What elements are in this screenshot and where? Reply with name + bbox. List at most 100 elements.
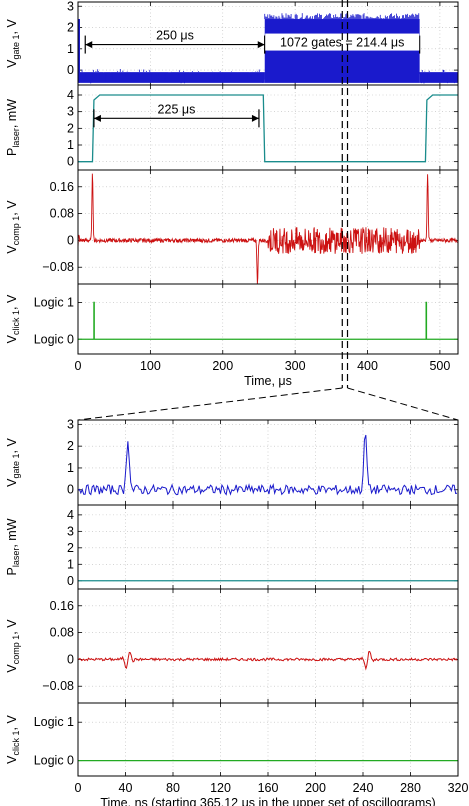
x-tick-label: 300	[285, 359, 306, 373]
panel-upper-click: Logic 0 Logic 1 Vclick 1, V	[5, 283, 459, 355]
y-axis-label: Vgate 1, V	[5, 19, 21, 68]
y-label-main: P	[5, 567, 19, 575]
y-label-unit: , mW	[5, 99, 19, 128]
y-tick-label: 2	[67, 21, 74, 35]
comp-trace	[77, 650, 458, 671]
panel-lower-gate: 0 1 2 3 Vgate 1, V	[5, 417, 459, 506]
y-tick-label: 2	[67, 541, 74, 555]
y-label-unit: , V	[5, 200, 19, 216]
y-label-main: V	[5, 245, 19, 254]
y-label-sub: gate 1	[11, 453, 21, 478]
y-label-unit: , mW	[5, 518, 19, 547]
x-axis-label: Time, ns (starting 365.12 μs in the uppe…	[100, 796, 435, 806]
panel-frame	[77, 169, 459, 285]
y-tick-label: 0.16	[50, 180, 74, 194]
x-tick-label: 280	[400, 781, 421, 795]
y-tick-label: 0	[67, 483, 74, 497]
y-axis-label: Vgate 1, V	[5, 438, 21, 487]
click-trace	[78, 301, 458, 340]
y-label-sub: comp 1	[11, 635, 21, 665]
y-axis-label: Plaser, mW	[5, 99, 21, 156]
x-tick-label: 100	[140, 359, 161, 373]
annotation-label-bg	[265, 33, 420, 51]
y-label-main: P	[5, 148, 19, 156]
y-tick-label: −0.08	[42, 679, 74, 693]
y-axis-label: Vclick 1, V	[5, 294, 21, 343]
x-tick-label: 0	[75, 781, 82, 795]
y-tick-label: 1	[67, 461, 74, 475]
x-tick-label: 200	[305, 781, 326, 795]
y-tick-label: −0.08	[42, 260, 74, 274]
comp-trace	[77, 173, 458, 285]
panel-frame	[77, 702, 459, 777]
y-label-sub: gate 1	[11, 34, 21, 59]
gate-trace	[79, 13, 459, 84]
x-tick-label: 200	[212, 359, 233, 373]
y-label-main: V	[5, 59, 19, 68]
y-tick-label: 0	[67, 63, 74, 77]
panel-upper-laser: 0 1 2 3 4 Plaser, mW 225 μs	[5, 84, 459, 171]
x-tick-label: 400	[357, 359, 378, 373]
y-tick-label: 4	[67, 88, 74, 102]
y-tick-label: 0	[67, 652, 74, 666]
y-label-sub: comp 1	[11, 216, 21, 246]
annotation-label: 225 μs	[158, 102, 196, 116]
x-tick-label: 80	[166, 781, 180, 795]
y-tick-label: 1	[67, 42, 74, 56]
panel-upper-comp: −0.08 0 0.08 0.16 Vcomp 1, V	[5, 169, 459, 285]
y-label-unit: , V	[5, 294, 19, 310]
y-tick-label: 1	[67, 557, 74, 571]
y-label-unit: , V	[5, 715, 19, 731]
y-label-main: V	[5, 664, 19, 673]
y-tick-label: 0.08	[50, 626, 74, 640]
arrow-head-left	[85, 41, 93, 49]
y-tick-label: 4	[67, 508, 74, 522]
gate-dense-band	[78, 19, 80, 83]
zoom-connector-left	[77, 387, 343, 421]
y-tick-label: 3	[67, 524, 74, 538]
annotation-label: 1072 gates = 214.4 μs	[280, 36, 404, 50]
panel-lower-laser: 0 1 2 3 4 Plaser, mW	[5, 504, 459, 590]
y-axis-label: Plaser, mW	[5, 518, 21, 575]
x-axis-label: Time, μs	[244, 374, 292, 388]
y-label-sub: laser	[11, 128, 21, 148]
zoom-connector-right	[347, 387, 459, 421]
arrow-head-left	[93, 114, 101, 122]
gate-dense-band	[419, 72, 458, 83]
y-tick-label: 3	[67, 0, 74, 13]
panel-frame	[77, 283, 459, 355]
y-tick-label: 2	[67, 439, 74, 453]
x-tick-label: 40	[119, 781, 133, 795]
arrow-head-right	[257, 41, 265, 49]
y-tick-label: 0	[67, 574, 74, 588]
y-label-sub: laser	[11, 548, 21, 568]
y-axis-label: Vcomp 1, V	[5, 200, 21, 254]
y-tick-label: 0.16	[50, 599, 74, 613]
x-tick-label: 240	[353, 781, 374, 795]
y-label-sub: click 1	[11, 730, 21, 755]
annotation-label: 250 μs	[156, 29, 194, 43]
y-tick-label: 1	[67, 138, 74, 152]
y-tick-label: Logic 1	[34, 295, 74, 309]
y-tick-label: 2	[67, 121, 74, 135]
panel-upper-gate: 0 1 2 3 Vgate 1, V 250 μs 1072 gates = 214.4 μ…	[5, 0, 459, 86]
y-tick-label: Logic 0	[34, 754, 74, 768]
panel-lower-click: Logic 0 Logic 1 Vclick 1, V	[5, 702, 459, 777]
x-tick-label: 500	[429, 359, 450, 373]
panel-frame	[77, 84, 459, 171]
y-tick-label: 0	[67, 233, 74, 247]
y-label-main: V	[5, 334, 19, 343]
y-axis-label: Vcomp 1, V	[5, 619, 21, 673]
x-tick-label: 160	[258, 781, 279, 795]
x-tick-label: 120	[210, 781, 231, 795]
arrow-head-right	[251, 114, 259, 122]
y-label-unit: , V	[5, 19, 19, 35]
y-axis-label: Vclick 1, V	[5, 715, 21, 764]
y-label-unit: , V	[5, 438, 19, 454]
y-tick-label: Logic 0	[34, 332, 74, 346]
y-label-main: V	[5, 755, 19, 764]
y-label-unit: , V	[5, 619, 19, 635]
x-tick-label: 0	[75, 359, 82, 373]
panel-lower-comp: −0.08 0 0.08 0.16 Vcomp 1, V	[5, 588, 459, 704]
